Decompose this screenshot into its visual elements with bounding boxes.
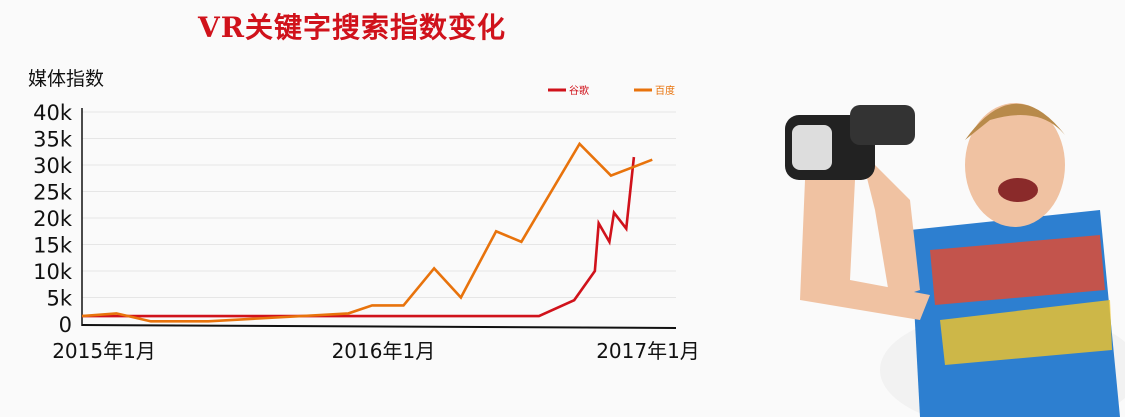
y-tick-label: 30k (33, 154, 73, 178)
series-line-0 (82, 156, 636, 318)
y-tick-label: 20k (33, 207, 73, 231)
y-tick-label: 25k (33, 181, 73, 205)
legend-label: 百度 (655, 84, 675, 97)
x-tick-label: 2017年1月 (596, 339, 700, 363)
y-tick-label: 5k (46, 287, 72, 311)
series-line-1 (81, 141, 653, 323)
chart-title: VR关键字搜索指数变化 (198, 11, 506, 44)
y-tick-label: 15k (33, 234, 73, 258)
vr-man-photo (785, 103, 1125, 417)
x-tick-label: 2016年1月 (332, 339, 436, 363)
x-tick-label: 2015年1月 (52, 339, 156, 363)
y-tick-label: 0 (59, 313, 72, 337)
y-tick-label: 35k (33, 128, 73, 152)
x-axis (81, 324, 677, 329)
y-axis-label: 媒体指数 (28, 68, 105, 90)
y-tick-label: 10k (33, 260, 73, 284)
legend-label: 谷歌 (569, 84, 589, 97)
y-tick-label: 40k (33, 101, 73, 125)
